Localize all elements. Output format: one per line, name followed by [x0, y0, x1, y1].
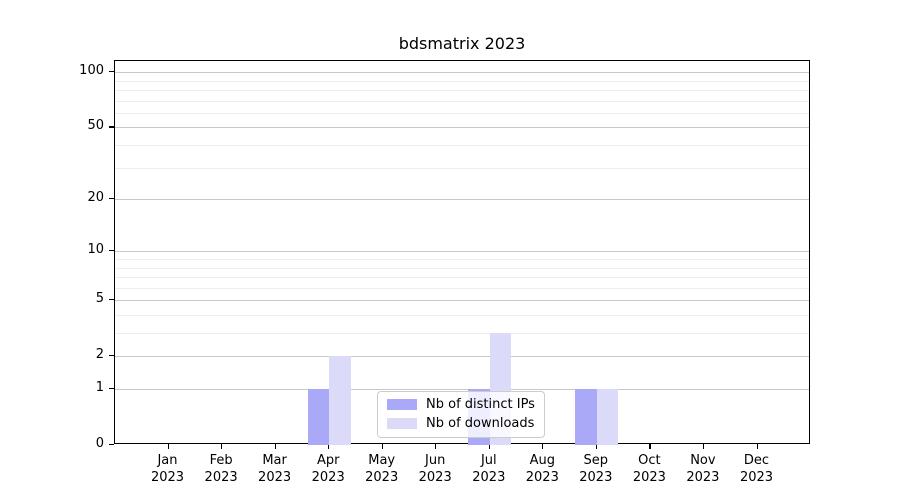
- y-tick-mark-10: [109, 250, 114, 252]
- y-tick-mark-0: [109, 444, 114, 446]
- x-tick-mark-feb-2023: [221, 444, 223, 449]
- gridline-minor-8: [115, 267, 809, 269]
- x-tick-label-apr-2023: Apr 2023: [311, 453, 345, 485]
- x-tick-mark-jun-2023: [435, 444, 437, 449]
- x-tick-label-sep-2023: Sep 2023: [579, 453, 613, 485]
- y-tick-mark-1: [109, 388, 114, 390]
- y-tick-label-1: 1: [95, 380, 104, 395]
- y-tick-label-10: 10: [87, 242, 104, 258]
- x-tick-mark-sep-2023: [595, 444, 597, 449]
- bar-nb-of-downloads-apr-2023: [329, 356, 351, 445]
- x-tick-label-may-2023: May 2023: [365, 453, 399, 485]
- gridline-major-50: [115, 127, 809, 129]
- gridline-minor-4: [115, 315, 809, 316]
- y-tick-mark-5: [109, 299, 114, 301]
- legend: Nb of distinct IPs Nb of downloads: [377, 391, 545, 438]
- legend-label-downloads: Nb of downloads: [426, 416, 535, 431]
- gridline-minor-30: [115, 167, 809, 169]
- gridline-major-5: [115, 300, 809, 302]
- x-tick-label-oct-2023: Oct 2023: [632, 453, 666, 485]
- gridline-major-100: [115, 72, 809, 74]
- legend-label-distinct-ips: Nb of distinct IPs: [426, 397, 535, 412]
- gridline-major-1: [115, 389, 809, 390]
- gridline-minor-7: [115, 277, 809, 278]
- bar-nb-of-distinct-ips-apr-2023: [307, 389, 330, 445]
- bar-nb-of-distinct-ips-sep-2023: [575, 389, 597, 445]
- gridline-minor-90: [115, 80, 809, 82]
- gridline-major-2: [115, 356, 809, 358]
- gridline-major-10: [115, 251, 809, 253]
- x-tick-mark-may-2023: [381, 444, 383, 449]
- gridline-minor-6: [115, 287, 809, 289]
- gridline-major-20: [115, 199, 809, 201]
- legend-item-distinct-ips: Nb of distinct IPs: [387, 397, 535, 412]
- chart-title: bdsmatrix 2023: [398, 34, 526, 53]
- x-tick-label-mar-2023: Mar 2023: [258, 453, 292, 485]
- x-tick-mark-aug-2023: [542, 444, 544, 449]
- gridline-minor-70: [115, 100, 809, 102]
- x-tick-mark-mar-2023: [274, 444, 276, 449]
- y-tick-label-5: 5: [95, 291, 104, 307]
- x-tick-mark-oct-2023: [649, 444, 651, 449]
- y-tick-label-20: 20: [87, 190, 104, 206]
- x-tick-label-nov-2023: Nov 2023: [686, 453, 720, 485]
- x-tick-label-feb-2023: Feb 2023: [204, 453, 238, 485]
- legend-swatch-distinct-ips-icon: [387, 399, 417, 410]
- gridline-minor-60: [115, 112, 809, 114]
- y-tick-label-50: 50: [87, 118, 104, 134]
- legend-swatch-downloads-icon: [387, 418, 417, 429]
- gridline-minor-3: [115, 333, 809, 334]
- plot-area: Nb of distinct IPs Nb of downloads: [114, 60, 810, 445]
- x-tick-mark-apr-2023: [328, 444, 330, 449]
- y-tick-mark-20: [109, 198, 114, 200]
- x-tick-label-jan-2023: Jan 2023: [150, 453, 185, 485]
- legend-item-downloads: Nb of downloads: [387, 416, 535, 431]
- x-tick-mark-jul-2023: [488, 444, 490, 449]
- gridline-minor-9: [115, 259, 809, 260]
- y-tick-mark-50: [109, 126, 114, 128]
- y-tick-label-2: 2: [95, 347, 104, 363]
- x-tick-label-jul-2023: Jul 2023: [472, 453, 506, 485]
- x-tick-label-aug-2023: Aug 2023: [525, 453, 559, 485]
- bar-nb-of-downloads-sep-2023: [596, 389, 619, 445]
- x-tick-label-dec-2023: Dec 2023: [739, 453, 774, 485]
- x-tick-label-jun-2023: Jun 2023: [418, 453, 452, 485]
- gridline-minor-40: [115, 145, 809, 146]
- y-tick-label-0: 0: [95, 436, 104, 451]
- gridline-minor-80: [115, 90, 809, 91]
- y-tick-mark-2: [109, 355, 114, 357]
- y-tick-label-100: 100: [79, 63, 104, 79]
- x-tick-mark-jan-2023: [167, 444, 169, 449]
- x-tick-mark-dec-2023: [756, 444, 758, 449]
- y-tick-mark-100: [109, 71, 114, 73]
- x-tick-mark-nov-2023: [702, 444, 705, 449]
